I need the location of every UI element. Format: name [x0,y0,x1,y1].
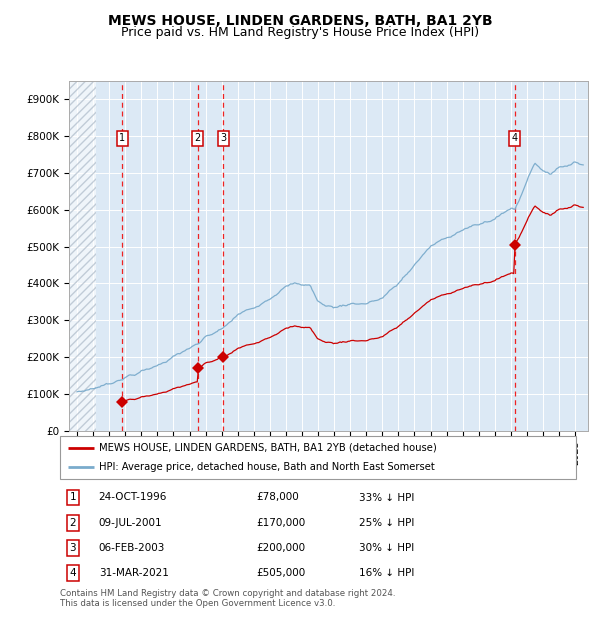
Text: Price paid vs. HM Land Registry's House Price Index (HPI): Price paid vs. HM Land Registry's House … [121,26,479,39]
Text: 06-FEB-2003: 06-FEB-2003 [98,543,165,553]
Text: Contains HM Land Registry data © Crown copyright and database right 2024.
This d: Contains HM Land Registry data © Crown c… [60,589,395,608]
Text: 25% ↓ HPI: 25% ↓ HPI [359,518,415,528]
Text: MEWS HOUSE, LINDEN GARDENS, BATH, BA1 2YB (detached house): MEWS HOUSE, LINDEN GARDENS, BATH, BA1 2Y… [98,443,436,453]
Text: 4: 4 [512,133,518,143]
Text: 3: 3 [70,543,76,553]
Text: 2: 2 [195,133,201,143]
Text: 2: 2 [70,518,76,528]
Text: 3: 3 [220,133,226,143]
Text: 31-MAR-2021: 31-MAR-2021 [98,569,169,578]
Text: £200,000: £200,000 [256,543,305,553]
Text: 24-OCT-1996: 24-OCT-1996 [98,492,167,502]
Text: £505,000: £505,000 [256,569,305,578]
Text: 4: 4 [70,569,76,578]
Text: £170,000: £170,000 [256,518,305,528]
Text: 33% ↓ HPI: 33% ↓ HPI [359,492,415,502]
Text: MEWS HOUSE, LINDEN GARDENS, BATH, BA1 2YB: MEWS HOUSE, LINDEN GARDENS, BATH, BA1 2Y… [107,14,493,28]
Text: 30% ↓ HPI: 30% ↓ HPI [359,543,415,553]
Text: £78,000: £78,000 [256,492,299,502]
Text: 16% ↓ HPI: 16% ↓ HPI [359,569,415,578]
Text: 09-JUL-2001: 09-JUL-2001 [98,518,163,528]
FancyBboxPatch shape [60,436,576,479]
Text: 1: 1 [70,492,76,502]
Text: HPI: Average price, detached house, Bath and North East Somerset: HPI: Average price, detached house, Bath… [98,463,434,472]
Text: 1: 1 [119,133,125,143]
